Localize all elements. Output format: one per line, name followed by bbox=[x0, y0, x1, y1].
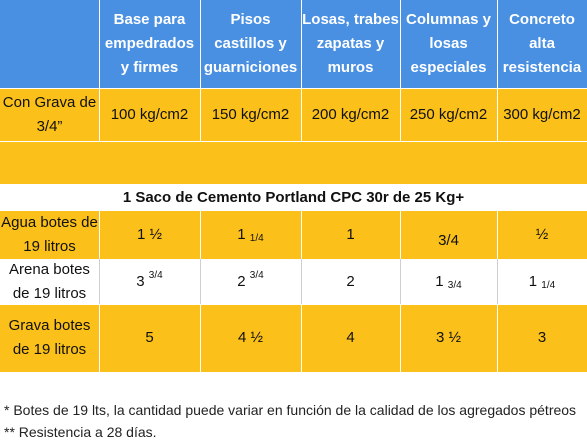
footnote-botes: * Botes de 19 lts, la cantidad puede var… bbox=[4, 402, 577, 418]
grava-value-2: 4 bbox=[301, 304, 400, 372]
resistance-cell: 300 kg/cm2 bbox=[497, 88, 587, 141]
grava-value-4: 3 bbox=[497, 304, 587, 372]
agua-value-1: 1 1/4 bbox=[200, 211, 301, 259]
resistance-cell: 200 kg/cm2 bbox=[301, 88, 400, 141]
grava-row-label: Grava botes de 19 litros bbox=[0, 304, 99, 372]
grid-line bbox=[400, 259, 401, 304]
resistance-cell: 150 kg/cm2 bbox=[200, 88, 301, 141]
grid-line bbox=[0, 259, 587, 260]
grid-line bbox=[301, 0, 302, 141]
header-cell: Columnas y losas especiales bbox=[400, 0, 497, 88]
agua-value-3: 3/4 bbox=[400, 211, 497, 259]
grid-line bbox=[301, 259, 302, 304]
empty-row bbox=[0, 141, 587, 184]
arena-value-0: 3 3/4 bbox=[99, 259, 200, 304]
header-cell: Pisos castillos y guarniciones bbox=[200, 0, 301, 88]
resistance-cell: 100 kg/cm2 bbox=[99, 88, 200, 141]
header-cell: Base para empedrados y firmes bbox=[99, 0, 200, 88]
agua-label: Agua botes de 19 litros bbox=[0, 211, 99, 259]
header-cell: Losas, trabes zapatas y muros bbox=[301, 0, 400, 88]
grid-line bbox=[497, 259, 498, 304]
saco-title: 1 Saco de Cemento Portland CPC 30r de 25… bbox=[0, 184, 587, 211]
resistance-cell: 250 kg/cm2 bbox=[400, 88, 497, 141]
grava-value-1: 4 ½ bbox=[200, 304, 301, 372]
arena-label: Arena botes de 19 litros bbox=[0, 259, 99, 304]
grid-line bbox=[99, 0, 100, 141]
grid-line bbox=[99, 259, 100, 304]
header-cell: Concreto alta resistencia bbox=[497, 0, 587, 88]
agua-value-0: 1 ½ bbox=[99, 211, 200, 259]
grava-value-3: 3 ½ bbox=[400, 304, 497, 372]
agua-value-4: ½ bbox=[497, 211, 587, 259]
corner-cell bbox=[0, 0, 99, 88]
arena-value-3: 1 3/4 bbox=[400, 259, 497, 304]
grid-line bbox=[497, 0, 498, 141]
agua-value-2: 1 bbox=[301, 211, 400, 259]
grava-label: Con Grava de 3/4” bbox=[0, 88, 99, 141]
arena-value-1: 2 3/4 bbox=[200, 259, 301, 304]
footnote-resistencia: ** Resistencia a 28 días. bbox=[4, 424, 157, 440]
grid-line bbox=[400, 0, 401, 141]
grid-line bbox=[0, 141, 587, 142]
grid-line bbox=[200, 259, 201, 304]
grid-line bbox=[0, 304, 587, 305]
arena-value-4: 1 1/4 bbox=[497, 259, 587, 304]
grid-line bbox=[0, 88, 587, 89]
grid-line bbox=[200, 0, 201, 141]
arena-value-2: 2 bbox=[301, 259, 400, 304]
grava-value-0: 5 bbox=[99, 304, 200, 372]
